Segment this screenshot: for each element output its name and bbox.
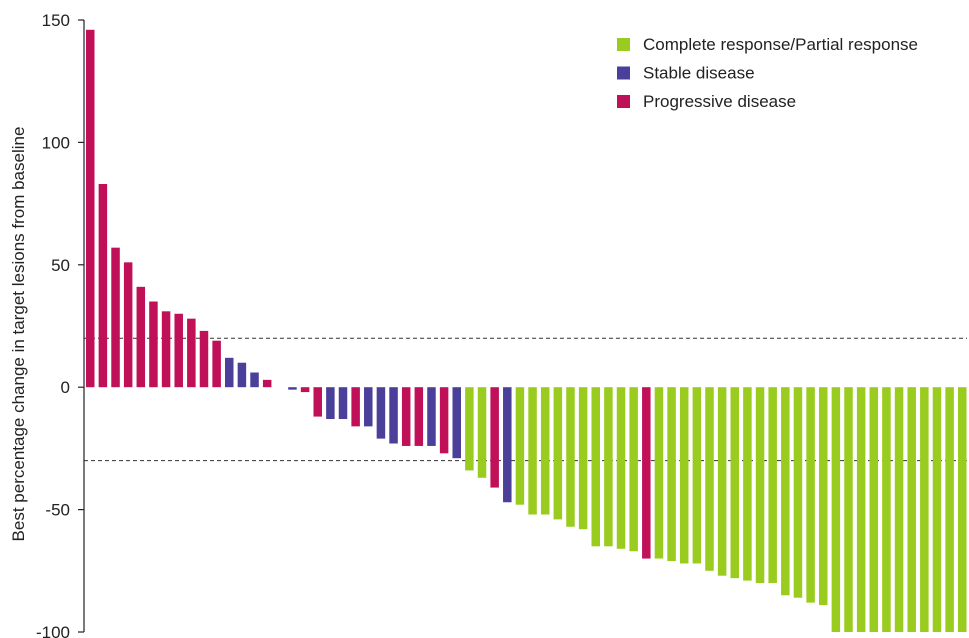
bar bbox=[503, 387, 512, 503]
bar bbox=[338, 387, 348, 420]
bar bbox=[743, 387, 752, 581]
bar bbox=[882, 387, 891, 632]
legend: Complete response/Partial response Stable… bbox=[617, 35, 918, 111]
bar bbox=[364, 387, 373, 427]
bar bbox=[705, 387, 714, 571]
bar bbox=[831, 387, 841, 632]
bar bbox=[818, 387, 828, 606]
bar bbox=[553, 387, 563, 520]
bar bbox=[401, 387, 411, 446]
bar bbox=[414, 387, 424, 446]
y-tick-label: -100 bbox=[36, 623, 70, 638]
bar bbox=[907, 387, 916, 632]
bar bbox=[161, 311, 171, 388]
bar bbox=[540, 387, 550, 515]
bar bbox=[945, 387, 954, 632]
bar bbox=[856, 387, 866, 632]
bar bbox=[515, 387, 525, 505]
bar bbox=[566, 387, 575, 527]
bar bbox=[389, 387, 398, 444]
bar bbox=[490, 387, 499, 488]
y-tick-label: 0 bbox=[61, 378, 70, 397]
y-axis-title: Best percentage change in target lesions… bbox=[9, 127, 28, 542]
bars bbox=[86, 29, 967, 632]
y-tick-label: -50 bbox=[45, 501, 70, 520]
bar bbox=[439, 387, 449, 454]
y-tick-label: 150 bbox=[42, 11, 70, 30]
bar bbox=[781, 387, 790, 596]
bar bbox=[225, 357, 234, 388]
bar bbox=[642, 387, 651, 559]
bar bbox=[123, 262, 133, 388]
bar bbox=[376, 387, 386, 439]
bar bbox=[528, 387, 537, 515]
legend-swatch bbox=[617, 38, 630, 51]
bar bbox=[136, 286, 146, 388]
bar bbox=[427, 387, 436, 446]
bar bbox=[262, 379, 272, 388]
bar bbox=[187, 318, 196, 388]
bar bbox=[199, 330, 209, 388]
bar bbox=[667, 387, 676, 562]
bar bbox=[351, 387, 360, 427]
bar bbox=[932, 387, 942, 632]
legend-swatch bbox=[617, 66, 630, 80]
legend-swatch bbox=[617, 95, 630, 108]
bar bbox=[629, 387, 638, 552]
bar bbox=[250, 372, 259, 388]
bar bbox=[958, 387, 967, 632]
bar bbox=[869, 387, 879, 632]
bar bbox=[844, 387, 853, 632]
bar bbox=[768, 387, 777, 584]
bar bbox=[717, 387, 727, 576]
bar bbox=[237, 362, 247, 388]
bar bbox=[654, 387, 664, 559]
bar bbox=[604, 387, 613, 547]
y-tick-label: 50 bbox=[51, 256, 70, 275]
bar bbox=[98, 184, 108, 388]
bar bbox=[300, 387, 310, 393]
bar bbox=[149, 301, 158, 388]
bar bbox=[578, 387, 588, 530]
bar bbox=[920, 387, 929, 632]
bar bbox=[452, 387, 461, 459]
bar bbox=[679, 387, 689, 564]
bar bbox=[692, 387, 702, 564]
bar bbox=[793, 387, 803, 598]
bar bbox=[894, 387, 904, 632]
bar bbox=[477, 387, 487, 478]
bar bbox=[174, 313, 183, 388]
bar bbox=[465, 387, 474, 471]
bar bbox=[313, 387, 322, 417]
legend-label: Stable disease bbox=[643, 64, 755, 83]
bar bbox=[111, 247, 120, 388]
bar bbox=[591, 387, 601, 547]
legend-label: Complete response/Partial response bbox=[643, 35, 918, 54]
bar bbox=[212, 340, 221, 388]
bar bbox=[806, 387, 815, 603]
y-ticks: 150 100 50 0 -50 -100 bbox=[36, 11, 84, 638]
bar bbox=[326, 387, 335, 420]
bar bbox=[288, 387, 297, 390]
bar bbox=[616, 387, 626, 549]
legend-label: Progressive disease bbox=[643, 92, 796, 111]
bar bbox=[86, 29, 95, 388]
bar bbox=[755, 387, 765, 584]
y-tick-label: 100 bbox=[42, 133, 70, 152]
bar bbox=[730, 387, 740, 579]
